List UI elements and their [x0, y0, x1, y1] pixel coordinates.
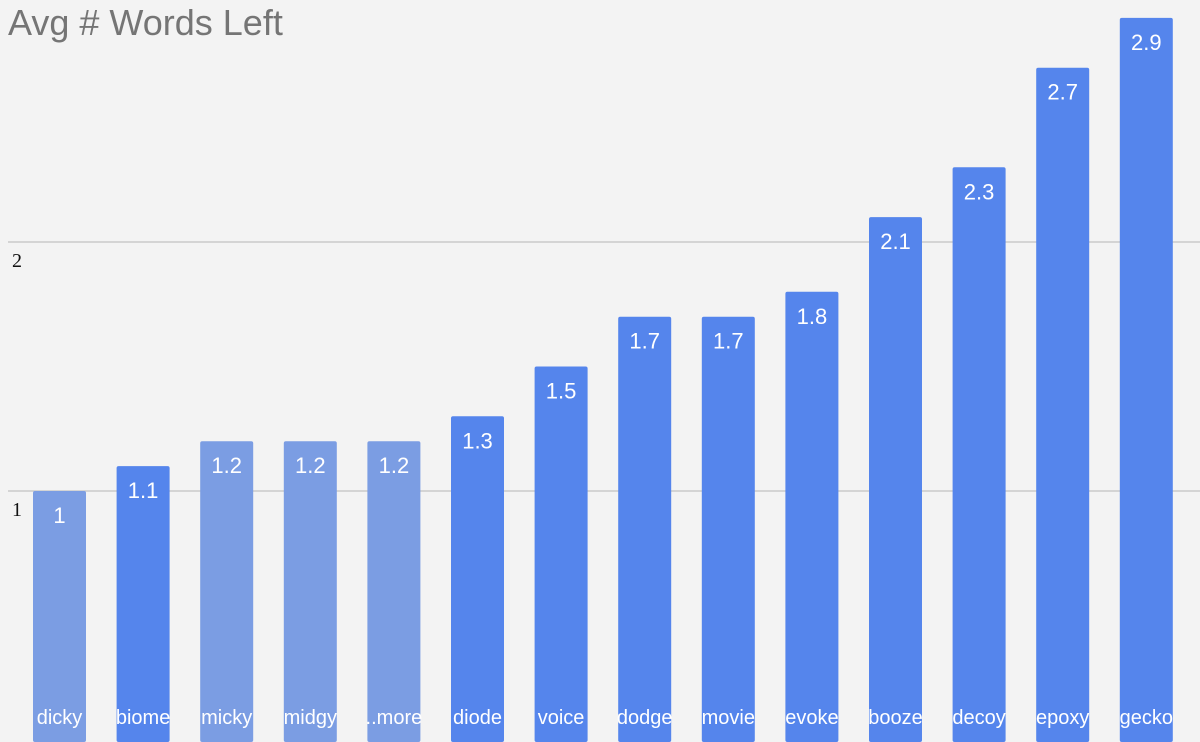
x-tick-label: evoke	[785, 707, 838, 729]
bar-dicky	[33, 491, 86, 742]
bar-micky	[200, 441, 254, 742]
x-tick-label: booze	[868, 707, 923, 729]
data-label: 2.1	[880, 229, 911, 254]
data-label: 1.7	[713, 329, 744, 354]
x-tick-label: dodge	[617, 707, 673, 729]
bar-epoxy	[1036, 67, 1090, 742]
x-tick-label: dicky	[37, 707, 83, 729]
bar-diode	[451, 416, 504, 742]
data-label: 1.5	[546, 379, 577, 404]
data-label: 1.3	[462, 428, 493, 453]
x-tick-label: micky	[201, 707, 252, 729]
data-label: 1.2	[379, 453, 410, 478]
bar-booze	[869, 217, 922, 742]
data-label: 1	[53, 503, 65, 528]
data-label: 1.7	[629, 329, 660, 354]
bar-more	[367, 441, 421, 742]
x-tick-label: diode	[453, 707, 502, 729]
bar-gecko	[1119, 17, 1173, 742]
data-label: 2.9	[1131, 30, 1162, 55]
bar-evoke	[785, 291, 839, 742]
bar-decoy	[952, 167, 1006, 742]
data-label: 1.8	[797, 304, 828, 329]
x-tick-label: voice	[538, 707, 585, 729]
x-tick-label: gecko	[1120, 707, 1173, 729]
data-label: 1.1	[128, 478, 159, 503]
data-label: 1.2	[295, 453, 326, 478]
y-tick-label: 1	[12, 499, 22, 521]
x-tick-label: ..more	[366, 707, 423, 729]
bar-voice	[534, 366, 588, 742]
bar-midgy	[283, 441, 337, 742]
bar-movie	[701, 316, 755, 742]
data-label: 1.2	[211, 453, 242, 478]
bar-dodge	[618, 316, 672, 742]
chart-title: Avg # Words Left	[8, 2, 283, 43]
x-tick-label: decoy	[952, 707, 1005, 729]
x-tick-label: movie	[702, 707, 755, 729]
x-tick-label: midgy	[284, 707, 337, 729]
x-tick-label: epoxy	[1036, 707, 1089, 729]
y-tick-label: 2	[12, 250, 22, 272]
bar-biome	[116, 466, 170, 742]
data-label: 2.3	[964, 179, 995, 204]
x-tick-label: biome	[116, 707, 170, 729]
data-label: 2.7	[1047, 80, 1078, 105]
